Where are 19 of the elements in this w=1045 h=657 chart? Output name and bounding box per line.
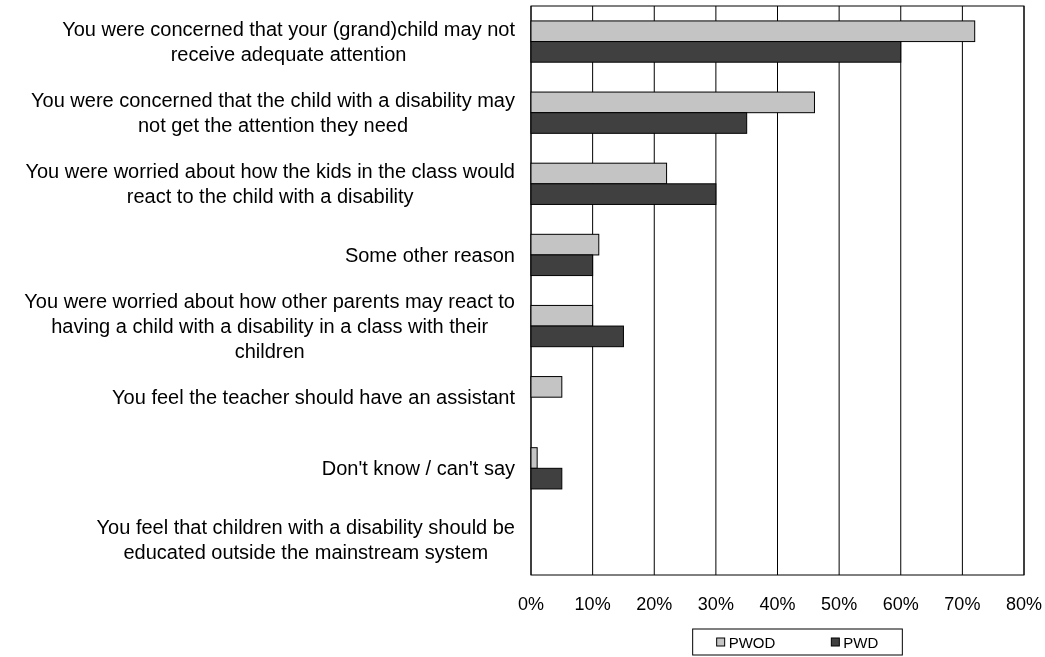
x-tick-label: 20% xyxy=(636,594,673,614)
y-tick-label: You were worried about how other parents may react to having a child with a disability in a class with their children xyxy=(24,290,516,363)
y-tick-label: Some other reason xyxy=(344,243,516,266)
x-tick-label: 70% xyxy=(944,594,981,614)
x-tick-label: 80% xyxy=(1005,594,1043,614)
y-tick-label: You feel the teacher should have an assistant xyxy=(112,386,516,409)
y-tick-label: You were concerned that the child with a disability may not get the attention they need xyxy=(31,89,515,137)
y-tick-label: You were worried about how the kids in the class would react to the child with a disability xyxy=(25,160,515,208)
x-tick-label: 60% xyxy=(882,594,919,614)
x-tick-label: 30% xyxy=(697,594,734,614)
y-tick-label: You feel that children with a disability should be educated outside the mainstream system xyxy=(96,515,515,563)
legend-label: PWD xyxy=(843,633,879,651)
legend-label: PWOD xyxy=(728,633,776,651)
x-tick-label: 40% xyxy=(759,594,796,614)
x-tick-label: 50% xyxy=(821,594,858,614)
y-tick-label: Don't know / can't say xyxy=(321,457,515,480)
x-tick-label: 0% xyxy=(517,594,545,614)
y-tick-label: You were concerned that your (grand)child may not receive adequate attention xyxy=(62,18,516,66)
x-tick-label: 10% xyxy=(574,594,611,614)
